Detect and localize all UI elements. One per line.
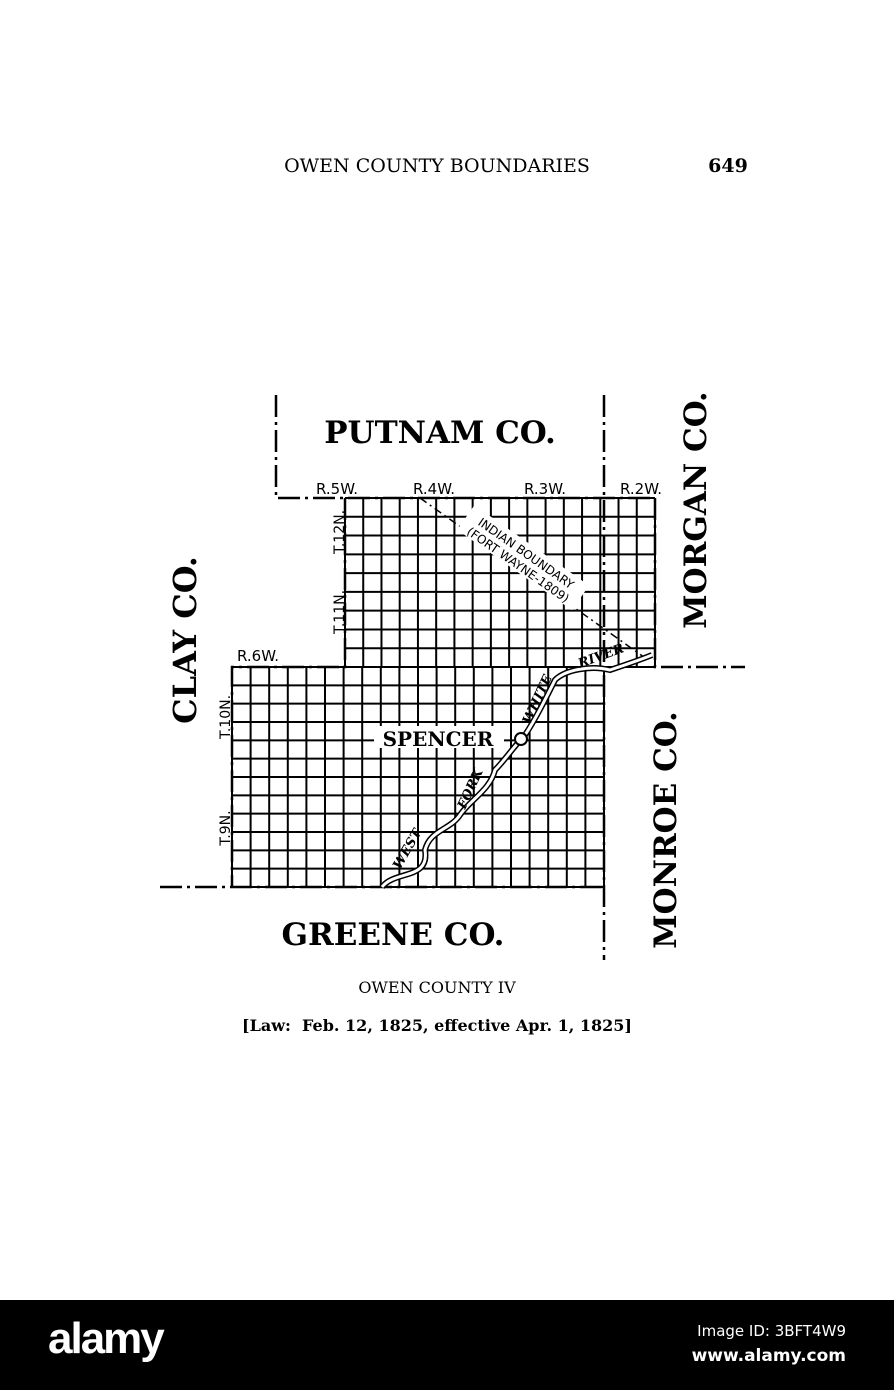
range-label: R.4W. bbox=[413, 480, 455, 498]
township-label: T.9N. bbox=[218, 810, 234, 846]
figure-caption: OWEN COUNTY IV bbox=[358, 978, 516, 997]
county-label-morgan: MORGAN CO. bbox=[678, 391, 714, 628]
town-marker-spencer bbox=[514, 732, 528, 746]
range-label: R.2W. bbox=[620, 480, 662, 498]
watermark-footer: alamy Image ID: 3BFT4W9 www.alamy.com bbox=[0, 1300, 894, 1390]
alamy-logo: alamy bbox=[48, 1314, 165, 1363]
white-river-west-fork bbox=[379, 652, 654, 890]
range-label: R.6W. bbox=[237, 647, 279, 665]
county-label-clay: CLAY CO. bbox=[166, 556, 204, 724]
river-fill bbox=[380, 653, 653, 889]
image-id: Image ID: 3BFT4W9 bbox=[697, 1322, 846, 1340]
page-number: 649 bbox=[708, 155, 748, 177]
county-label-greene: GREENE CO. bbox=[282, 917, 505, 953]
town-label-spencer: SPENCER bbox=[383, 727, 494, 751]
township-label: T.12N. bbox=[332, 510, 348, 555]
township-label: T.10N. bbox=[218, 695, 234, 740]
township-label: T.11N. bbox=[332, 590, 348, 635]
town-label-bg bbox=[374, 726, 504, 748]
range-label: R.3W. bbox=[524, 480, 566, 498]
putnam-boundary bbox=[274, 395, 655, 500]
morgan-monroe-boundary bbox=[653, 498, 745, 669]
indian-boundary-label-bg bbox=[457, 505, 590, 611]
county-label-putnam: PUTNAM CO. bbox=[324, 415, 556, 451]
watermark-url: www.alamy.com bbox=[691, 1346, 846, 1366]
law-citation: [Law: Feb. 12, 1825, effective Apr. 1, 1… bbox=[242, 1016, 632, 1035]
range-label: R.5W. bbox=[316, 480, 358, 498]
clay-boundary bbox=[230, 498, 347, 887]
county-label-monroe: MONROE CO. bbox=[648, 711, 684, 949]
running-header: OWEN COUNTY BOUNDARIES bbox=[284, 155, 590, 177]
